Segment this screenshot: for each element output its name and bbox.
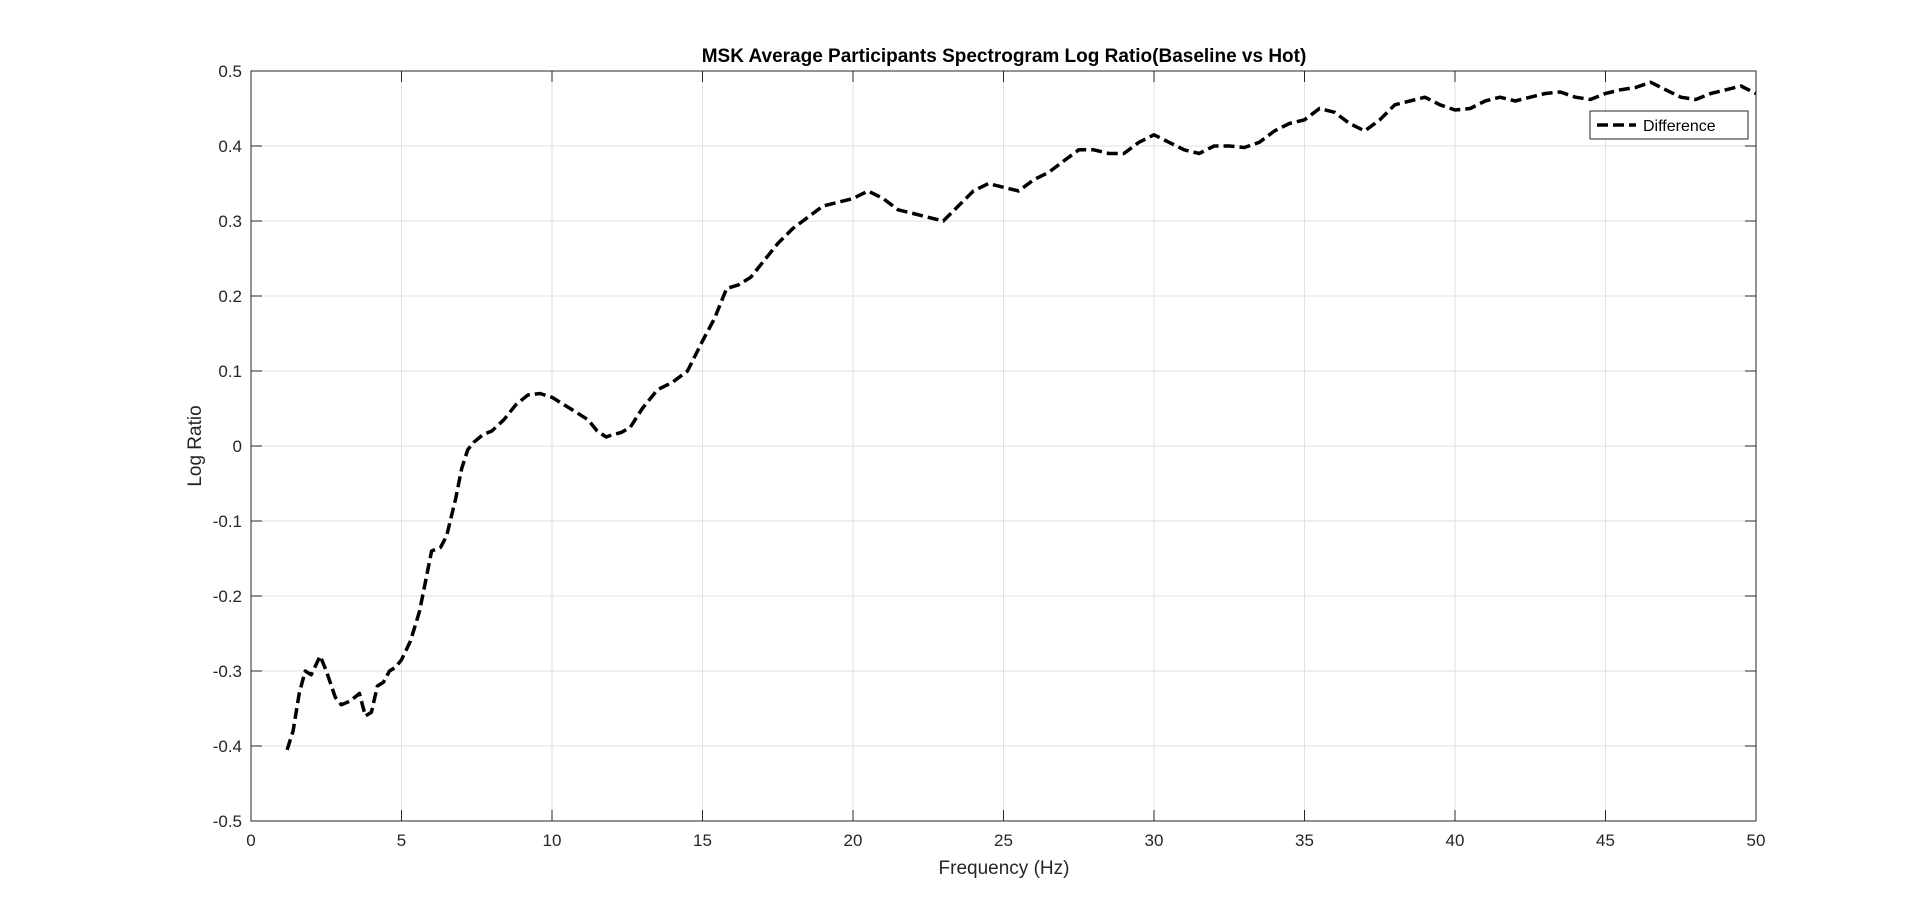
y-tick-label: 0.4 <box>218 137 242 156</box>
y-tick-label: 0.5 <box>218 62 242 81</box>
x-tick-label: 15 <box>693 831 712 850</box>
x-tick-label: 45 <box>1596 831 1615 850</box>
y-tick-label: -0.1 <box>213 512 242 531</box>
x-tick-label: 25 <box>994 831 1013 850</box>
series-layer <box>285 80 1757 751</box>
label-layer: 0 5 10 15 20 25 30 35 40 45 50 -0.5 -0.4 -0.3 -0.2 -0.1… <box>213 62 1766 850</box>
y-tick-label: -0.2 <box>213 587 242 606</box>
x-tick-label: 20 <box>844 831 863 850</box>
legend-label: Difference <box>1643 118 1716 135</box>
y-tick-label: 0.3 <box>218 212 242 231</box>
x-tick-label: 30 <box>1145 831 1164 850</box>
x-tick-label: 40 <box>1446 831 1465 850</box>
series-line-difference <box>285 80 1757 751</box>
legend: Difference <box>1589 110 1749 140</box>
y-tick-label: -0.4 <box>213 737 242 756</box>
x-tick-label: 0 <box>246 831 255 850</box>
x-axis-title: Frequency (Hz) <box>939 858 1070 879</box>
y-tick-label: -0.3 <box>213 662 242 681</box>
y-tick-label: 0.1 <box>218 362 242 381</box>
chart-title: MSK Average Participants Spectrogram Log… <box>702 46 1307 67</box>
y-tick-label: 0 <box>233 437 242 456</box>
x-tick-label: 35 <box>1295 831 1314 850</box>
x-tick-label: 50 <box>1747 831 1766 850</box>
x-tick-label: 10 <box>543 831 562 850</box>
tick-layer <box>250 70 1757 822</box>
y-tick-label: 0.2 <box>218 287 242 306</box>
y-tick-label: -0.5 <box>213 812 242 831</box>
x-tick-label: 5 <box>397 831 406 850</box>
y-axis-title: Log Ratio <box>185 405 206 486</box>
